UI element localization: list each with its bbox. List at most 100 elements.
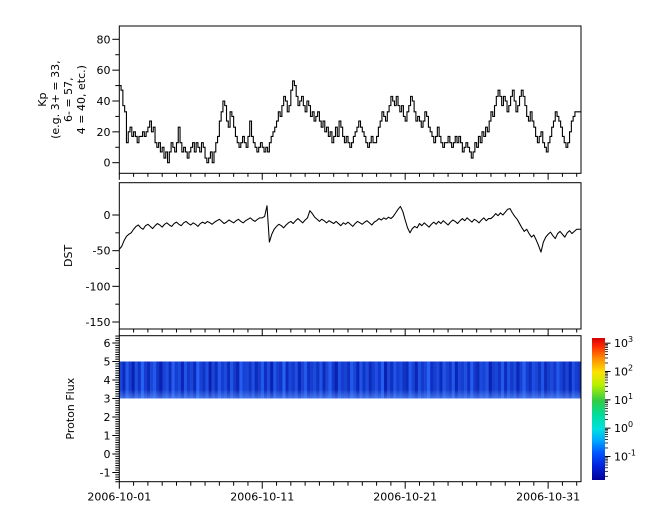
proton-flux-band-column: [313, 361, 317, 399]
proton-flux-band-column: [285, 361, 289, 399]
proton-flux-band-column: [384, 361, 388, 399]
proton-flux-band-column: [454, 361, 459, 399]
proton-flux-band-column: [248, 361, 252, 399]
proton-flux-band-column: [208, 361, 212, 399]
proton-flux-band-column: [380, 361, 385, 399]
proton-flux-band-column: [427, 361, 431, 399]
proton-flux-band-column: [387, 361, 391, 399]
proton-flux-band-column: [190, 361, 194, 399]
pf-ytick-label: -1: [100, 467, 111, 480]
colorbar-tick-label: 10-1: [614, 449, 636, 464]
proton-flux-band-column: [328, 361, 332, 399]
x-axis-date-labels: 2006-10-01 2006-10-11 2006-10-21 2006-10-31: [87, 491, 580, 504]
proton-flux-band-column: [171, 361, 176, 399]
pf-ytick-label: 6: [104, 337, 111, 350]
proton-flux-band-column: [131, 361, 135, 399]
kp-axis-label-line: (e.g. 3+ = 33,: [49, 60, 62, 138]
proton-flux-band-column: [162, 361, 166, 399]
proton-flux-band-column: [424, 361, 428, 399]
proton-flux-band-column: [562, 361, 566, 399]
proton-flux-band-column: [522, 361, 526, 399]
colorbar-tick-label: 101: [614, 392, 633, 407]
proton-flux-band-column: [547, 361, 551, 399]
proton-flux-band-column: [467, 361, 471, 399]
kp-step-line: [119, 80, 581, 164]
x-axis-date-label: 2006-10-31: [516, 491, 580, 504]
kp-ytick-label: 20: [97, 126, 111, 139]
proton-flux-band-column: [187, 361, 191, 399]
proton-flux-band-column: [227, 361, 231, 399]
dst-ytick-label: -50: [93, 245, 111, 258]
proton-flux-band-column: [343, 361, 348, 399]
colorbar-gradient-bar: [592, 338, 605, 480]
proton-flux-band-column: [140, 361, 145, 399]
proton-flux-band-column: [245, 361, 249, 399]
kp-panel-border: [118, 25, 582, 174]
proton-flux-band-column: [199, 361, 203, 399]
proton-flux-band-column: [470, 361, 474, 399]
proton-flux-band-column: [507, 361, 511, 399]
proton-flux-band-column: [288, 361, 292, 399]
proton-flux-band-column: [350, 361, 354, 399]
proton-flux-band-column: [525, 361, 529, 399]
proton-flux-band-column: [143, 361, 148, 399]
proton-flux-band-column: [565, 361, 569, 399]
proton-flux-band-column: [273, 361, 277, 399]
kp-axis-label-line: 4 = 40, etc.): [75, 65, 88, 134]
x-axis-date-label: 2006-10-01: [87, 491, 151, 504]
proton-flux-band-column: [556, 361, 560, 399]
proton-flux-band-column: [340, 361, 345, 399]
proton-flux-band-column: [156, 361, 160, 399]
proton-flux-band-column: [540, 361, 545, 399]
proton-flux-band-column: [214, 361, 219, 399]
proton-flux-band-column: [137, 361, 142, 399]
proton-flux-band-column: [196, 361, 200, 399]
proton-flux-band-column: [177, 361, 182, 399]
proton-flux-band-column: [270, 361, 274, 399]
dst-ytick-label: 0: [104, 209, 111, 222]
pf-ytick-label: 2: [104, 411, 111, 424]
proton-flux-band-column: [263, 361, 268, 399]
proton-flux-band-column: [254, 361, 259, 399]
proton-flux-band-column: [337, 361, 342, 399]
proton-flux-band-column: [411, 361, 416, 399]
proton-flux-band-column: [239, 361, 243, 399]
proton-flux-band-column: [242, 361, 246, 399]
proton-flux-band-column: [359, 361, 363, 399]
proton-flux-band-column: [559, 361, 563, 399]
colorbar-tick-label: 100: [614, 420, 633, 435]
proton-flux-band-column: [159, 361, 163, 399]
proton-flux-band-column: [436, 361, 440, 399]
proton-flux-band-column: [307, 361, 311, 399]
proton-flux-band-column: [310, 361, 314, 399]
proton-flux-band-column: [303, 361, 308, 399]
proton-flux-band-column: [408, 361, 413, 399]
proton-flux-band-column: [457, 361, 462, 399]
proton-flux-band-column: [180, 361, 185, 399]
x-axis-date-label: 2006-10-21: [373, 491, 437, 504]
proton-flux-band-column: [251, 361, 256, 399]
proton-flux-panel-border: [118, 335, 582, 483]
proton-flux-band-column: [510, 361, 514, 399]
dst-x-ticks: [118, 329, 578, 336]
proton-flux-band-column: [202, 361, 206, 399]
proton-flux-band-column: [442, 361, 446, 399]
proton-flux-band-column: [494, 361, 499, 399]
proton-flux-band-column: [439, 361, 443, 399]
kp-ytick-label: 60: [97, 64, 111, 77]
proton-flux-band-column: [211, 361, 216, 399]
proton-flux-band-column: [513, 361, 517, 399]
proton-flux-band-column: [297, 361, 302, 399]
proton-flux-band-column: [233, 361, 237, 399]
kp-axis-label-line: Kp: [36, 93, 49, 107]
proton-flux-band-column: [460, 361, 465, 399]
kp-ytick-label: 80: [97, 33, 111, 46]
proton-flux-band-column: [331, 361, 336, 399]
proton-flux-band-column: [365, 361, 369, 399]
proton-flux-band-column: [267, 361, 271, 399]
proton-flux-band-column: [528, 361, 533, 399]
proton-flux-band-column: [319, 361, 323, 399]
proton-flux-spectrogram: [119, 361, 582, 399]
dst-panel-border: [118, 182, 582, 330]
dst-ytick-label: -150: [86, 316, 111, 329]
